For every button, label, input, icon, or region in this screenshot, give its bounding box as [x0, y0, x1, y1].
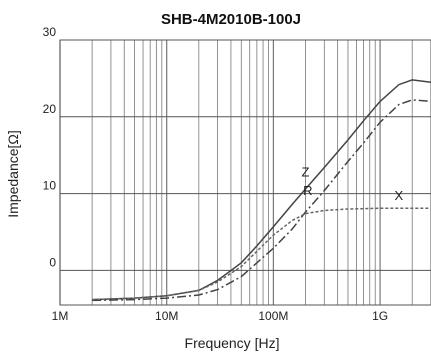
- series-line-r: [92, 99, 431, 302]
- tick-labels: 1M 10M 100M 1G 0 10 20 30: [43, 25, 388, 323]
- series-labels: ZR X: [302, 165, 404, 203]
- x-axis-label: Frequency [Hz]: [185, 335, 280, 351]
- x-tick-label: 100M: [258, 309, 288, 323]
- series-label-z: Z: [302, 165, 310, 180]
- y-axis-label: Impedance[Ω]: [5, 130, 21, 218]
- series-line-x: [92, 207, 431, 301]
- series-label-x: X: [395, 188, 404, 203]
- series-label-r: R: [303, 183, 312, 198]
- chart-title: SHB-4M2010B-100J: [161, 11, 301, 28]
- chart-grid: [59, 39, 431, 305]
- chart-series: [92, 79, 431, 302]
- x-tick-label: 1G: [372, 309, 388, 323]
- y-tick-label: 0: [49, 255, 56, 269]
- y-tick-label: 20: [43, 102, 57, 116]
- y-tick-label: 10: [43, 179, 57, 193]
- x-tick-label: 10M: [155, 309, 178, 323]
- plot-area-frame: [59, 39, 431, 306]
- x-tick-label: 1M: [52, 309, 69, 323]
- y-tick-label: 30: [43, 25, 57, 39]
